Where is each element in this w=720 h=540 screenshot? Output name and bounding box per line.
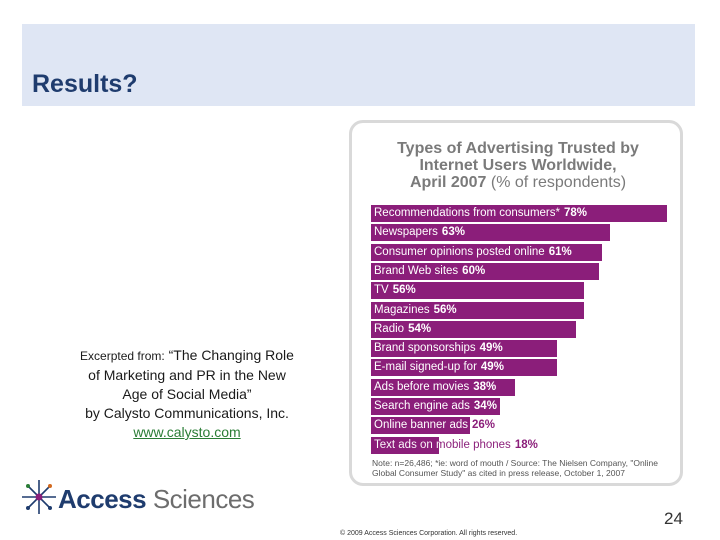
chart-title: Types of Advertising Trusted by Internet… xyxy=(354,140,682,191)
chart-title-line1: Types of Advertising Trusted by xyxy=(397,140,639,157)
logo-wordmark: Access Sciences xyxy=(58,484,255,515)
excerpt-block: Excerpted from: “The Changing Role of Ma… xyxy=(52,346,322,442)
excerpt-intro: Excerpted from: xyxy=(80,349,165,363)
excerpt-title-line1: “The Changing Role xyxy=(168,347,294,363)
excerpt-link[interactable]: www.calysto.com xyxy=(133,424,241,440)
excerpt-title-line3: Age of Social Media” xyxy=(122,386,252,402)
excerpt-title-line2: of Marketing and PR in the New xyxy=(88,367,286,383)
chart-note: Note: n=26,486; *ie: word of mouth / Sou… xyxy=(372,458,658,478)
chart-title-line3-suffix: (% of respondents) xyxy=(490,174,627,191)
header-band xyxy=(22,24,695,106)
copyright-footer: © 2009 Access Sciences Corporation. All … xyxy=(340,530,518,537)
logo-word2: Sciences xyxy=(152,484,255,514)
excerpt-author: by Calysto Communications, Inc. xyxy=(85,405,289,421)
chart-title-line3: April 2007 xyxy=(409,174,487,191)
access-sciences-logo-icon xyxy=(22,480,56,514)
logo-word1: Access xyxy=(58,484,147,514)
slide-title: Results? xyxy=(32,70,138,98)
page-number: 24 xyxy=(664,509,683,528)
chart-title-line2: Internet Users Worldwide, xyxy=(419,157,617,174)
